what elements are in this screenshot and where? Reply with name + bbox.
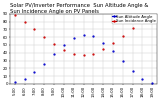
Text: Solar PV/Inverter Performance  Sun Altitude Angle & Sun Incidence Angle on PV Pa: Solar PV/Inverter Performance Sun Altitu… — [10, 3, 148, 14]
Legend: Sun Altitude Angle, Sun Incidence Angle: Sun Altitude Angle, Sun Incidence Angle — [112, 14, 157, 24]
